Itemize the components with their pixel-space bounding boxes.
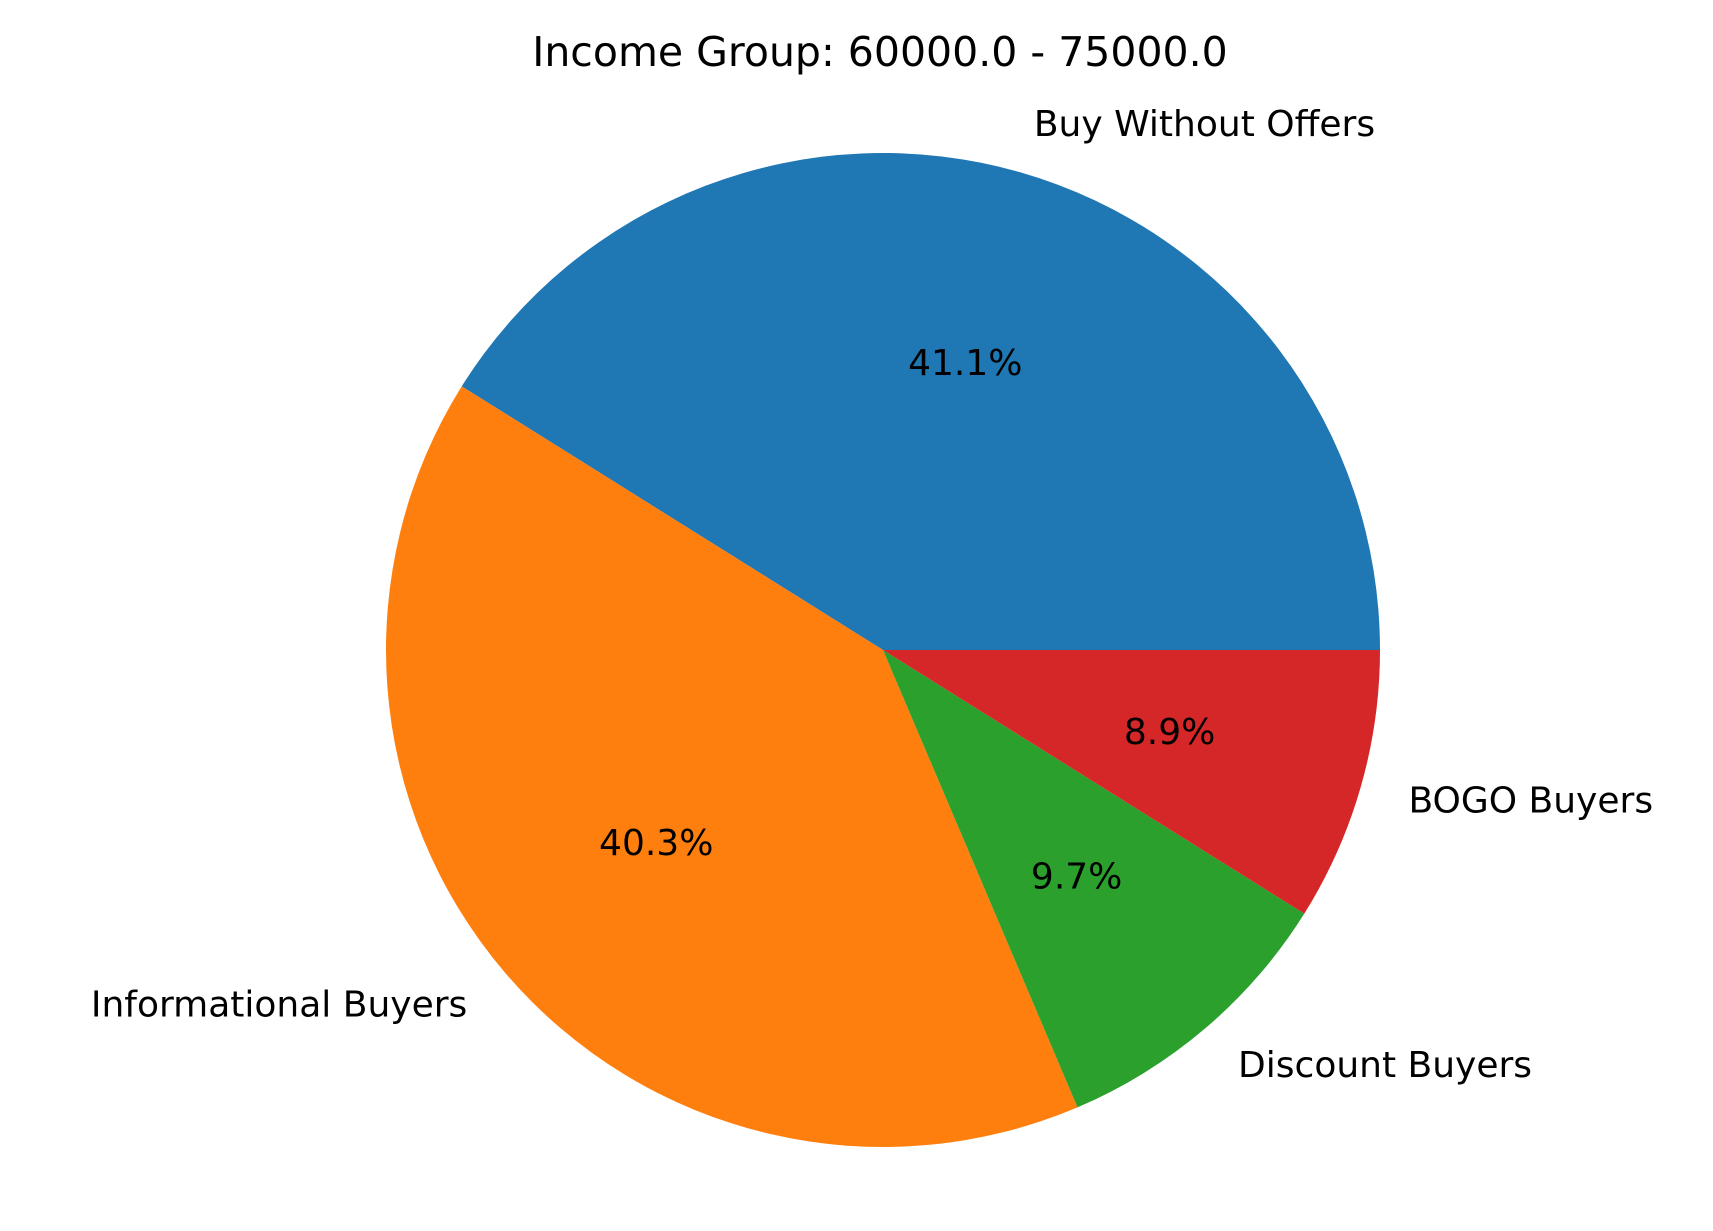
slice-percent-informational-buyers: 40.3%	[599, 823, 713, 864]
pie-labels: Buy Without Offers 41.1% Informational Buy…	[91, 104, 1653, 1086]
pie-slice-discount-buyers	[883, 650, 1305, 1108]
pie-slice-informational-buyers	[386, 386, 1078, 1147]
slice-label-discount-buyers: Discount Buyers	[1238, 1045, 1532, 1086]
pie-slice-bogo-buyers	[883, 650, 1380, 914]
chart-title: Income Group: 60000.0 - 75000.0	[532, 28, 1228, 76]
slice-label-informational-buyers: Informational Buyers	[91, 985, 467, 1026]
slice-percent-discount-buyers: 9.7%	[1031, 856, 1122, 897]
slice-percent-bogo-buyers: 8.9%	[1124, 712, 1215, 753]
slice-label-buy-without-offers: Buy Without Offers	[1034, 104, 1375, 145]
pie-slice-buy-without-offers	[461, 153, 1380, 650]
slice-label-bogo-buyers: BOGO Buyers	[1408, 780, 1653, 821]
pie-slices	[386, 153, 1380, 1147]
slice-percent-buy-without-offers: 41.1%	[908, 343, 1022, 384]
